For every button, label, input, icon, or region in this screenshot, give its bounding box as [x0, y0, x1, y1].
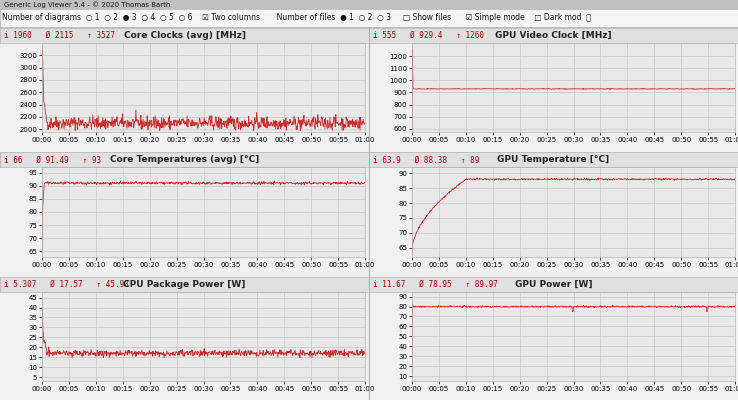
Text: i 11.67   Ø 78.95   ↑ 89.97: i 11.67 Ø 78.95 ↑ 89.97 — [373, 280, 497, 289]
Text: GPU Video Clock [MHz]: GPU Video Clock [MHz] — [495, 31, 612, 40]
Text: i 66   Ø 91.49   ↑ 93: i 66 Ø 91.49 ↑ 93 — [4, 155, 101, 164]
Text: Number of diagrams  ○ 1  ○ 2  ● 3  ○ 4  ○ 5  ○ 6    ☑ Two columns       Number o: Number of diagrams ○ 1 ○ 2 ● 3 ○ 4 ○ 5 ○… — [2, 14, 738, 22]
Text: GPU Temperature [°C]: GPU Temperature [°C] — [497, 155, 610, 164]
Text: Core Clocks (avg) [MHz]: Core Clocks (avg) [MHz] — [123, 31, 246, 40]
Text: i 5.307   Ø 17.57   ↑ 45.93: i 5.307 Ø 17.57 ↑ 45.93 — [4, 280, 128, 289]
Text: i 1960   Ø 2115   ↑ 3527: i 1960 Ø 2115 ↑ 3527 — [4, 31, 114, 40]
Text: Generic Log Viewer 5.4 - © 2020 Thomas Barth: Generic Log Viewer 5.4 - © 2020 Thomas B… — [4, 1, 170, 8]
Text: GPU Power [W]: GPU Power [W] — [514, 280, 593, 289]
Text: CPU Package Power [W]: CPU Package Power [W] — [123, 280, 246, 289]
Text: i 63.9   Ø 88.38   ↑ 89: i 63.9 Ø 88.38 ↑ 89 — [373, 155, 479, 164]
Text: i 555   Ø 929.4   ↑ 1260: i 555 Ø 929.4 ↑ 1260 — [373, 31, 483, 40]
Text: Core Temperatures (avg) [°C]: Core Temperatures (avg) [°C] — [110, 155, 259, 164]
